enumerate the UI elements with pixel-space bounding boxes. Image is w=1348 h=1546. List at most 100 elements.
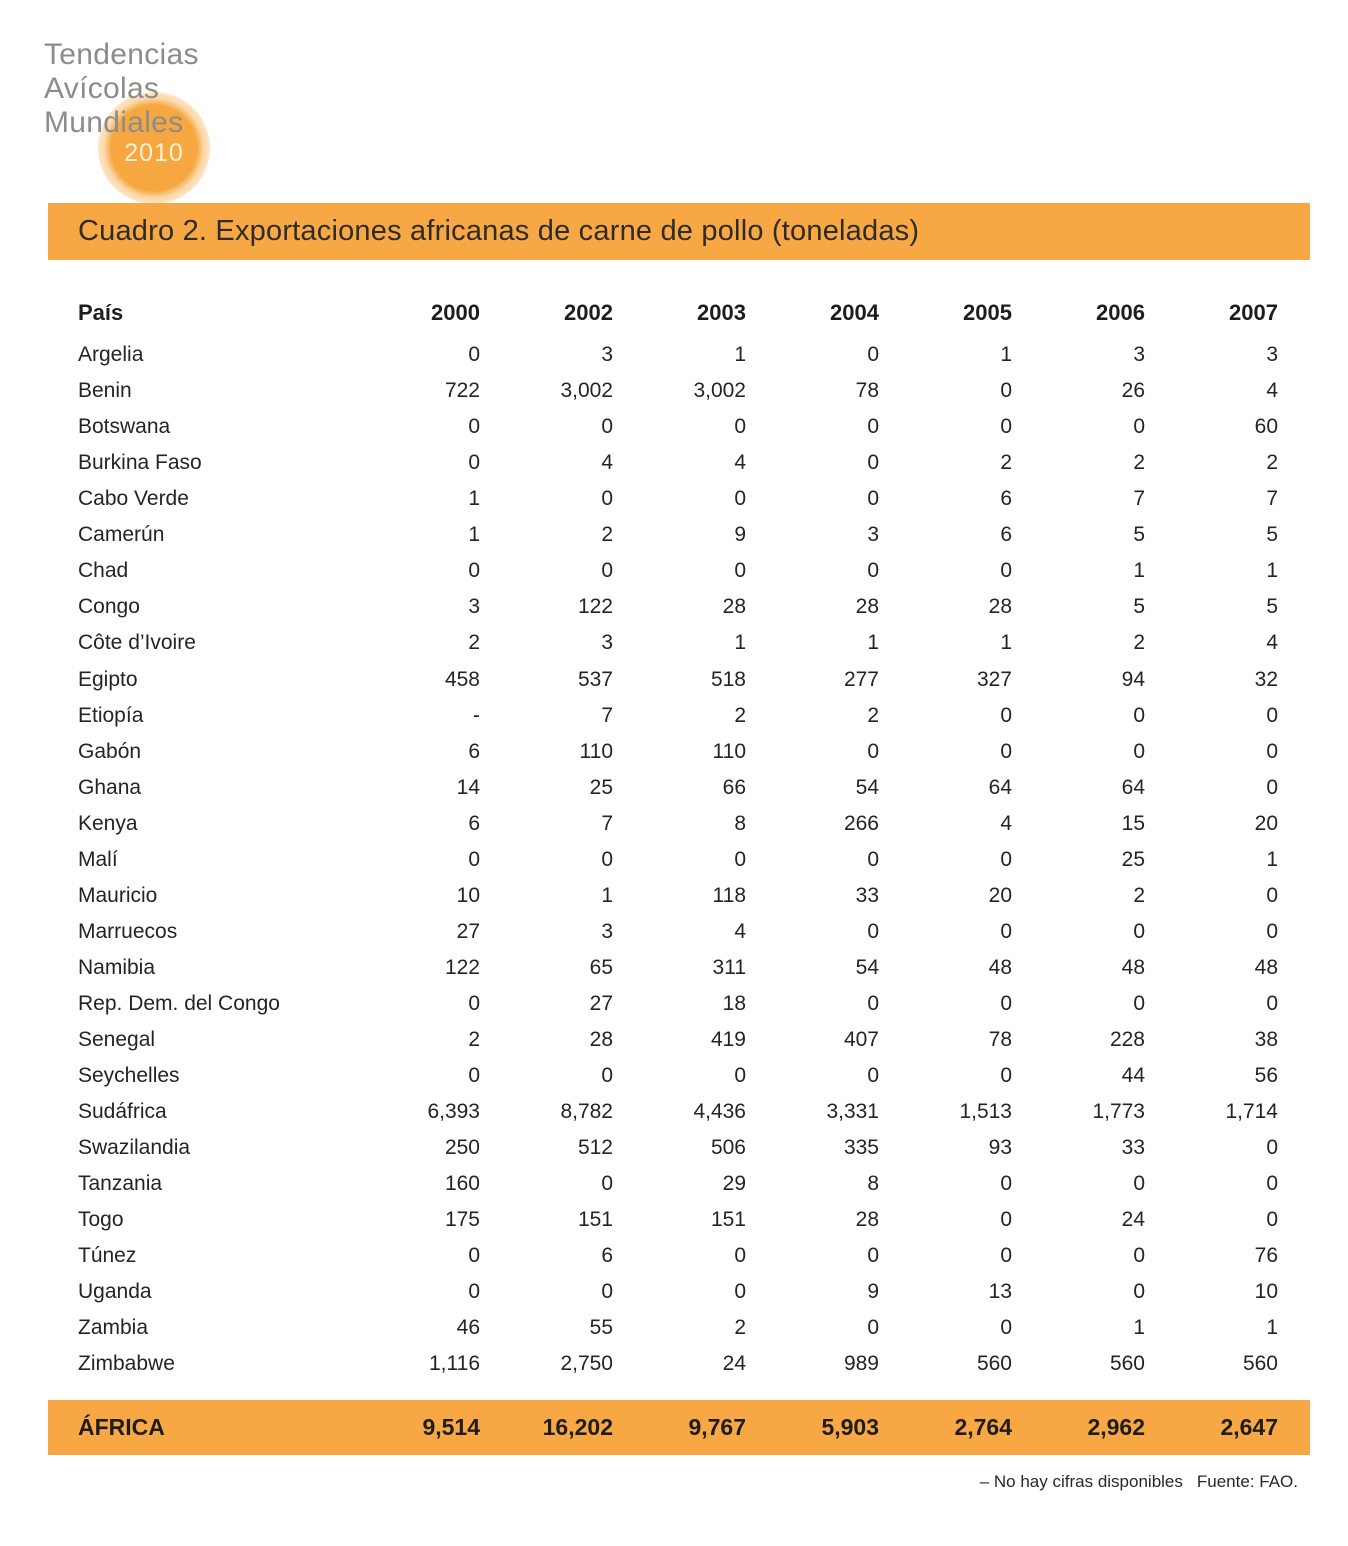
- country-cell: Malí: [78, 847, 118, 871]
- value-cell: 3: [601, 631, 613, 655]
- value-cell: 0: [1133, 1172, 1145, 1196]
- value-cell: 2: [468, 1027, 480, 1051]
- total-value-cell: 2,647: [1145, 1400, 1310, 1455]
- value-cell: 2: [601, 523, 613, 547]
- value-cell: 0: [1133, 739, 1145, 763]
- value-cell: 28: [589, 1027, 613, 1051]
- value-cell: 4,436: [693, 1100, 746, 1124]
- value-cell: 2,750: [560, 1352, 613, 1376]
- value-cell: 0: [1266, 883, 1278, 907]
- value-cell: 27: [589, 991, 613, 1015]
- value-cell: 0: [1000, 559, 1012, 583]
- value-cell: 64: [988, 775, 1012, 799]
- table-row: Congo 3 122 28 28 28 5 5: [48, 589, 1310, 625]
- country-cell: Camerún: [78, 523, 165, 547]
- value-cell: 0: [867, 451, 879, 475]
- value-cell: 54: [855, 955, 879, 979]
- value-cell: 335: [843, 1136, 879, 1160]
- table-container: País 2000 2002 2003 2004 2005 2006 2007 Argelia…: [48, 294, 1310, 1455]
- value-cell: 0: [1133, 1244, 1145, 1268]
- value-cell: 48: [1254, 955, 1278, 979]
- column-header-year: 2007: [1229, 300, 1278, 325]
- table-row: Chad 0 0 0 0 0 1 1: [48, 553, 1310, 589]
- value-cell: 0: [867, 1316, 879, 1340]
- value-cell: 1: [1266, 559, 1278, 583]
- total-label-cell: ÁFRICA: [48, 1400, 347, 1455]
- country-cell: Namibia: [78, 955, 156, 979]
- value-cell: 0: [601, 1064, 613, 1088]
- country-cell: Togo: [78, 1208, 124, 1232]
- value-cell: 0: [468, 451, 480, 475]
- value-cell: 0: [734, 415, 746, 439]
- table-row: Senegal 2 28 419 407 78 228 38: [48, 1022, 1310, 1058]
- value-cell: 0: [1000, 847, 1012, 871]
- value-cell: 722: [444, 379, 480, 403]
- value-cell: 0: [867, 1064, 879, 1088]
- country-cell: Zimbabwe: [78, 1352, 175, 1376]
- value-cell: 0: [1000, 379, 1012, 403]
- country-cell: Argelia: [78, 343, 144, 367]
- value-cell: 0: [1133, 1280, 1145, 1304]
- table-row: Sudáfrica 6,393 8,782 4,436 3,331 1,513 1,773 1…: [48, 1094, 1310, 1130]
- value-cell: 24: [722, 1352, 746, 1376]
- value-cell: 3: [601, 919, 613, 943]
- value-cell: 0: [601, 847, 613, 871]
- value-cell: 1,116: [429, 1352, 480, 1376]
- value-cell: 78: [988, 1027, 1012, 1051]
- total-value-cell: 2,764: [879, 1400, 1012, 1455]
- value-cell: 458: [444, 667, 480, 691]
- logo-year-badge: 2010: [98, 92, 210, 204]
- value-cell: 10: [1254, 1280, 1278, 1304]
- value-cell: 7: [1133, 487, 1145, 511]
- value-cell: 8: [867, 1172, 879, 1196]
- value-cell: 6: [1000, 523, 1012, 547]
- value-cell: 94: [1121, 667, 1145, 691]
- spacer-row: [48, 1382, 1310, 1400]
- value-cell: 0: [1133, 703, 1145, 727]
- value-cell: 0: [734, 1064, 746, 1088]
- country-cell: Senegal: [78, 1027, 156, 1051]
- value-cell: 48: [988, 955, 1012, 979]
- value-cell: 0: [468, 847, 480, 871]
- table-row: Togo 175 151 151 28 0 24 0: [48, 1202, 1310, 1238]
- value-cell: 2: [867, 703, 879, 727]
- country-cell: Côte d’Ivoire: [78, 631, 196, 655]
- value-cell: 0: [867, 343, 879, 367]
- value-cell: 3: [867, 523, 879, 547]
- value-cell: 28: [722, 595, 746, 619]
- value-cell: 2: [734, 1316, 746, 1340]
- value-cell: 518: [710, 667, 746, 691]
- column-header-country: País: [78, 300, 124, 325]
- value-cell: -: [473, 703, 480, 727]
- column-header-year: 2004: [830, 300, 879, 325]
- value-cell: 266: [843, 811, 879, 835]
- value-cell: 2: [1133, 451, 1145, 475]
- value-cell: 0: [1000, 1244, 1012, 1268]
- table-row: Swazilandia 250 512 506 335 93 33 0: [48, 1130, 1310, 1166]
- value-cell: 4: [1000, 811, 1012, 835]
- table-row: Tanzania 160 0 29 8 0 0 0: [48, 1166, 1310, 1202]
- value-cell: 0: [1000, 1064, 1012, 1088]
- table-row: Uganda 0 0 0 9 13 0 10: [48, 1274, 1310, 1310]
- logo-line-1: Tendencias: [44, 38, 199, 71]
- table-row: Cabo Verde 1 0 0 0 6 7 7: [48, 481, 1310, 517]
- value-cell: 311: [712, 955, 746, 979]
- value-cell: 989: [843, 1352, 879, 1376]
- value-cell: 2: [1000, 451, 1012, 475]
- value-cell: 228: [1109, 1027, 1145, 1051]
- value-cell: 0: [1000, 991, 1012, 1015]
- column-header-year: 2000: [431, 300, 480, 325]
- value-cell: 0: [1000, 919, 1012, 943]
- footnote-dash-note: – No hay cifras disponibles: [979, 1472, 1183, 1491]
- value-cell: 0: [867, 487, 879, 511]
- value-cell: 1: [734, 343, 746, 367]
- value-cell: 0: [1266, 703, 1278, 727]
- value-cell: 25: [1121, 847, 1145, 871]
- value-cell: 0: [734, 1280, 746, 1304]
- value-cell: 33: [1121, 1136, 1145, 1160]
- value-cell: 3: [1133, 343, 1145, 367]
- table-row: Argelia 0 3 1 0 1 3 3: [48, 337, 1310, 373]
- value-cell: 2: [1133, 883, 1145, 907]
- value-cell: 0: [867, 991, 879, 1015]
- country-cell: Chad: [78, 559, 129, 583]
